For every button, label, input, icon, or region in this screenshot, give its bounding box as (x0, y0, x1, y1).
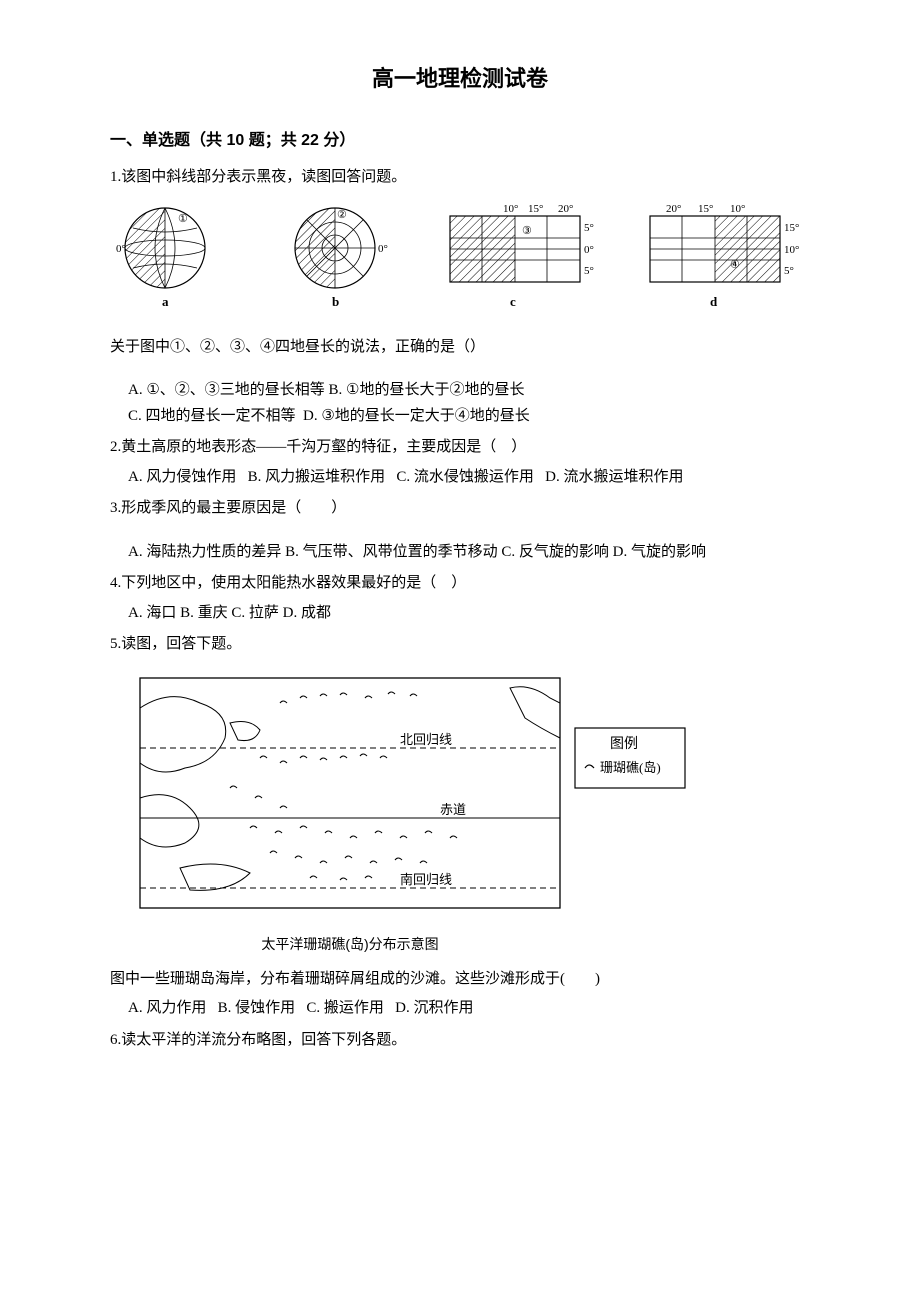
diagram-d: 20° 15° 10° 15° 10° 5° ④ d (650, 203, 799, 309)
q2-stem: 2.黄土高原的地表形态——千沟万壑的特征，主要成因是（ ） (110, 435, 810, 461)
svg-text:②: ② (337, 209, 347, 221)
q1-optA: A. ①、②、③三地的昼长相等 (128, 382, 325, 398)
svg-text:10°: 10° (503, 203, 518, 215)
svg-text:①: ① (178, 213, 188, 225)
svg-text:0°: 0° (116, 243, 126, 255)
q5-sub: 图中一些珊瑚岛海岸，分布着珊瑚碎屑组成的沙滩。这些沙滩形成于( ) (110, 967, 810, 993)
q1-optB: B. ①地的昼长大于②地的昼长 (329, 382, 525, 398)
q5-caption: 太平洋珊瑚礁(岛)分布示意图 (130, 933, 570, 957)
svg-text:a: a (162, 294, 169, 309)
svg-text:20°: 20° (558, 203, 573, 215)
question-3: 3.形成季风的最主要原因是（ ） A. 海陆热力性质的差异 B. 气压带、风带位… (110, 496, 810, 565)
svg-text:0°: 0° (584, 244, 594, 256)
svg-text:15°: 15° (784, 222, 799, 234)
q1-optC: C. 四地的昼长一定不相等 (128, 408, 296, 424)
svg-text:③: ③ (522, 225, 532, 237)
svg-text:b: b (332, 294, 339, 309)
question-1: 1.该图中斜线部分表示黑夜，读图回答问题。 (110, 165, 810, 430)
q5-optA: A. 风力作用 (128, 1000, 206, 1016)
svg-text:15°: 15° (698, 203, 713, 215)
q3-optB: B. 气压带、风带位置的季节移动 (285, 544, 498, 560)
q5-map: 北回归线 赤道 南回归线 (130, 668, 810, 957)
svg-text:南回归线: 南回归线 (400, 872, 452, 887)
svg-text:图例: 图例 (610, 736, 638, 752)
question-4: 4.下列地区中，使用太阳能热水器效果最好的是（ ） A. 海口 B. 重庆 C.… (110, 571, 810, 626)
q4-optD: D. 成都 (283, 605, 331, 621)
svg-text:5°: 5° (784, 265, 794, 277)
q5-optB: B. 侵蚀作用 (218, 1000, 296, 1016)
q3-options: A. 海陆热力性质的差异 B. 气压带、风带位置的季节移动 C. 反气旋的影响 … (128, 540, 810, 566)
svg-text:5°: 5° (584, 222, 594, 234)
q2-optA: A. 风力侵蚀作用 (128, 469, 236, 485)
q1-optD: D. ③地的昼长一定大于④地的昼长 (303, 408, 530, 424)
svg-text:d: d (710, 294, 718, 309)
q4-optA: A. 海口 (128, 605, 176, 621)
q5-stem: 5.读图，回答下题。 (110, 632, 810, 658)
q4-options: A. 海口 B. 重庆 C. 拉萨 D. 成都 (128, 601, 810, 627)
question-2: 2.黄土高原的地表形态——千沟万壑的特征，主要成因是（ ） A. 风力侵蚀作用 … (110, 435, 810, 490)
q1-options: A. ①、②、③三地的昼长相等 B. ①地的昼长大于②地的昼长 C. 四地的昼长… (128, 378, 810, 429)
diagram-b: ② 0° b (295, 208, 388, 309)
svg-text:10°: 10° (730, 203, 745, 215)
q5-options: A. 风力作用 B. 侵蚀作用 C. 搬运作用 D. 沉积作用 (128, 996, 810, 1022)
section-1-header: 一、单选题（共 10 题；共 22 分） (110, 127, 810, 154)
svg-text:赤道: 赤道 (440, 802, 466, 817)
q3-stem: 3.形成季风的最主要原因是（ ） (110, 496, 810, 522)
q4-optC: C. 拉萨 (231, 605, 279, 621)
svg-text:0°: 0° (378, 243, 388, 255)
q2-optD: D. 流水搬运堆积作用 (545, 469, 683, 485)
q5-optD: D. 沉积作用 (395, 1000, 473, 1016)
svg-text:珊瑚礁(岛): 珊瑚礁(岛) (600, 760, 661, 775)
svg-text:15°: 15° (528, 203, 543, 215)
question-5: 5.读图，回答下题。 北回归线 赤道 南回归线 (110, 632, 810, 1022)
q5-optC: C. 搬运作用 (306, 1000, 384, 1016)
q3-optA: A. 海陆热力性质的差异 (128, 544, 281, 560)
q2-options: A. 风力侵蚀作用 B. 风力搬运堆积作用 C. 流水侵蚀搬运作用 D. 流水搬… (128, 465, 810, 491)
page-title: 高一地理检测试卷 (110, 60, 810, 97)
svg-text:c: c (510, 294, 516, 309)
q4-stem: 4.下列地区中，使用太阳能热水器效果最好的是（ ） (110, 571, 810, 597)
q3-optC: C. 反气旋的影响 (501, 544, 609, 560)
question-6: 6.读太平洋的洋流分布略图，回答下列各题。 (110, 1028, 810, 1054)
q3-optD: D. 气旋的影响 (613, 544, 706, 560)
q1-diagrams: ① 0° a ② 0° b (110, 198, 810, 323)
svg-text:北回归线: 北回归线 (400, 732, 452, 747)
q2-optC: C. 流水侵蚀搬运作用 (396, 469, 534, 485)
q1-stem: 1.该图中斜线部分表示黑夜，读图回答问题。 (110, 165, 810, 191)
q6-stem: 6.读太平洋的洋流分布略图，回答下列各题。 (110, 1028, 810, 1054)
q4-optB: B. 重庆 (180, 605, 228, 621)
svg-text:20°: 20° (666, 203, 681, 215)
q2-optB: B. 风力搬运堆积作用 (248, 469, 386, 485)
svg-text:④: ④ (730, 259, 740, 271)
diagram-c: 10° 15° 20° 5° 0° 5° ③ c (450, 203, 594, 309)
q1-sub: 关于图中①、②、③、④四地昼长的说法，正确的是（） (110, 335, 810, 361)
diagram-a: ① 0° a (116, 208, 205, 309)
svg-text:5°: 5° (584, 265, 594, 277)
svg-text:10°: 10° (784, 244, 799, 256)
